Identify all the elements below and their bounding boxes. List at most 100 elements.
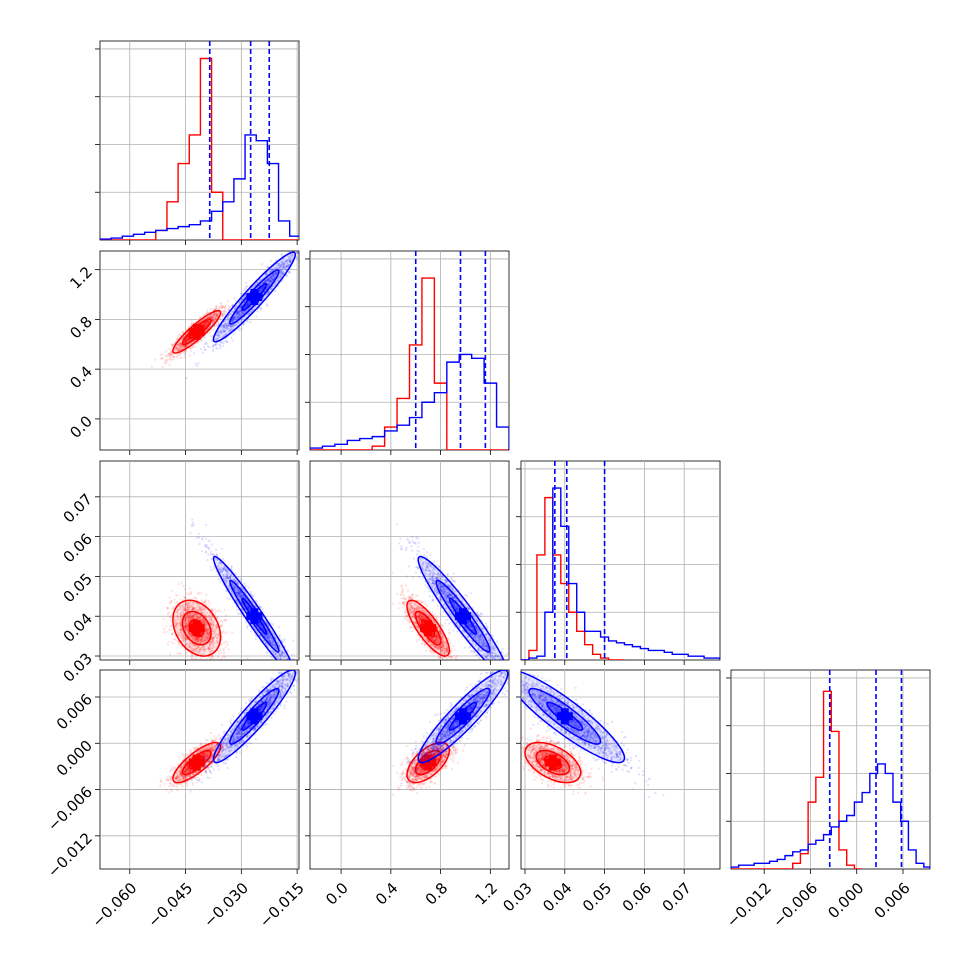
sample-point [214, 322, 217, 325]
sample-point [174, 638, 177, 641]
sample-point [265, 278, 268, 281]
sample-point [175, 337, 178, 341]
sample-point [233, 307, 237, 310]
sample-point [171, 607, 174, 610]
sample-point [205, 324, 208, 327]
sample-point [209, 623, 212, 626]
sample-point [236, 311, 239, 314]
sample-point [184, 340, 187, 343]
sample-point [206, 636, 209, 639]
sample-point [247, 303, 250, 306]
sample-point [178, 608, 181, 611]
sample-point [208, 612, 212, 615]
sample-point [204, 322, 207, 325]
sample-point [227, 324, 231, 327]
sample-point [234, 307, 237, 310]
sample-point [211, 319, 215, 322]
sample-point [188, 616, 191, 619]
sample-point [213, 612, 217, 615]
sample-point [281, 266, 284, 269]
sample-point [214, 337, 217, 341]
sample-point [246, 302, 250, 305]
sample-point [230, 325, 234, 328]
sample-point [213, 313, 216, 316]
sample-point [222, 327, 226, 330]
sample-point [206, 323, 209, 326]
sample-point [245, 304, 248, 307]
histogram-step-1 [310, 353, 509, 450]
sample-point [237, 315, 241, 318]
sample-point [254, 634, 257, 637]
sample-point [279, 265, 282, 268]
sample-point [234, 317, 237, 321]
sample-point [207, 633, 210, 636]
sample-point [186, 339, 189, 342]
sample-point [186, 604, 189, 607]
sample-point [204, 663, 206, 665]
sample-point [206, 320, 209, 323]
sample-point [227, 330, 230, 333]
sample-point [189, 616, 192, 620]
sample-point [282, 263, 286, 266]
sample-point [211, 615, 214, 618]
sample-point [210, 638, 213, 642]
sample-point [197, 536, 201, 539]
sample-point [284, 661, 286, 663]
sample-point [216, 314, 219, 317]
sample-point [200, 646, 204, 649]
sample-point [168, 353, 172, 356]
sample-point [186, 340, 189, 343]
sample-point [168, 615, 171, 619]
sample-point [246, 285, 249, 288]
sample-point [206, 321, 210, 324]
sample-point [185, 338, 188, 341]
sample-point [306, 245, 308, 247]
sample-point [244, 288, 247, 291]
sample-point [222, 310, 225, 313]
sample-point [241, 311, 244, 314]
sample-point [203, 345, 206, 349]
sample-point [274, 282, 277, 285]
sample-point [287, 264, 290, 267]
sample-point [240, 292, 244, 295]
sample-point [183, 626, 186, 630]
sample-point [281, 263, 284, 266]
sample-point [215, 346, 218, 349]
sample-point [311, 239, 313, 241]
sample-point [261, 287, 264, 290]
sample-point [270, 280, 273, 283]
sample-point [198, 616, 201, 619]
sample-point [279, 275, 282, 278]
sample-point [186, 339, 190, 342]
sample-point [196, 613, 199, 616]
sample-point [238, 312, 241, 315]
sample-point [176, 626, 179, 629]
sample-point [239, 307, 242, 310]
sample-point [209, 314, 212, 317]
sample-point [281, 269, 284, 272]
sample-point [177, 354, 180, 357]
sample-point [214, 316, 217, 319]
sample-point [222, 324, 225, 327]
sample-point [201, 538, 204, 541]
sample-point [167, 354, 170, 357]
sample-point [304, 247, 306, 249]
sample-point [215, 315, 218, 318]
sample-point [277, 278, 280, 282]
sample-point [183, 339, 187, 342]
sample-point [271, 277, 274, 281]
sample-point [184, 625, 187, 628]
sample-point [230, 324, 233, 327]
sample-point [176, 615, 179, 618]
sample-point [212, 319, 215, 322]
sample-point [209, 657, 213, 660]
sample-point [238, 301, 241, 305]
sample-point [267, 291, 270, 294]
sample-point [176, 343, 179, 346]
sample-point [279, 274, 283, 277]
sample-point [174, 618, 177, 621]
sample-point [208, 614, 211, 617]
sample-point [191, 636, 195, 639]
sample-point [183, 351, 186, 354]
sample-point [185, 638, 189, 641]
